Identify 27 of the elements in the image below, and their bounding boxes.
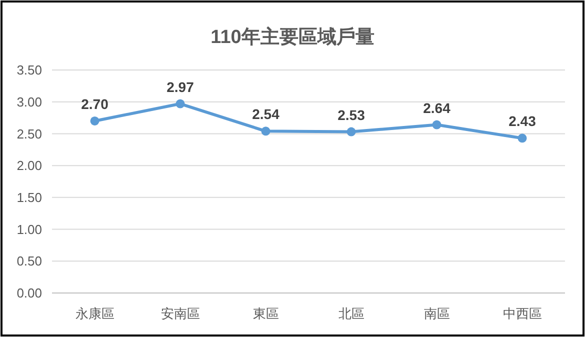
point: [432, 120, 442, 130]
point: [176, 99, 185, 108]
y-tick-label: 1.00: [16, 222, 42, 237]
point: [346, 127, 356, 136]
data-label: 2.70: [81, 96, 109, 112]
y-tick-label: 2.50: [16, 126, 42, 142]
y-tick-label: 1.50: [16, 190, 42, 205]
y-tick-label: 2.00: [16, 158, 42, 174]
x-tick-label: 中西區: [502, 306, 542, 321]
data-label: 2.97: [166, 78, 194, 95]
point: [90, 116, 100, 126]
y-tick-label: 3.00: [16, 94, 42, 110]
x-tick-label: 東區: [252, 306, 279, 321]
point: [518, 134, 527, 143]
y-tick-label: 0.50: [16, 254, 42, 269]
data-label: 2.54: [252, 106, 280, 122]
x-tick-label: 永康區: [75, 306, 114, 321]
data-label: 2.64: [423, 100, 451, 116]
x-tick-label: 北區: [338, 306, 364, 321]
point: [261, 126, 270, 136]
data-label: 2.43: [508, 113, 536, 130]
data-label: 2.53: [338, 106, 366, 123]
y-tick-label: 0.00: [16, 286, 42, 301]
x-tick-label: 南區: [424, 306, 450, 321]
y-tick-label: 3.50: [16, 62, 42, 78]
chart-title: 110年主要區域戶量: [210, 26, 374, 48]
x-tick-label: 安南區: [160, 306, 200, 321]
